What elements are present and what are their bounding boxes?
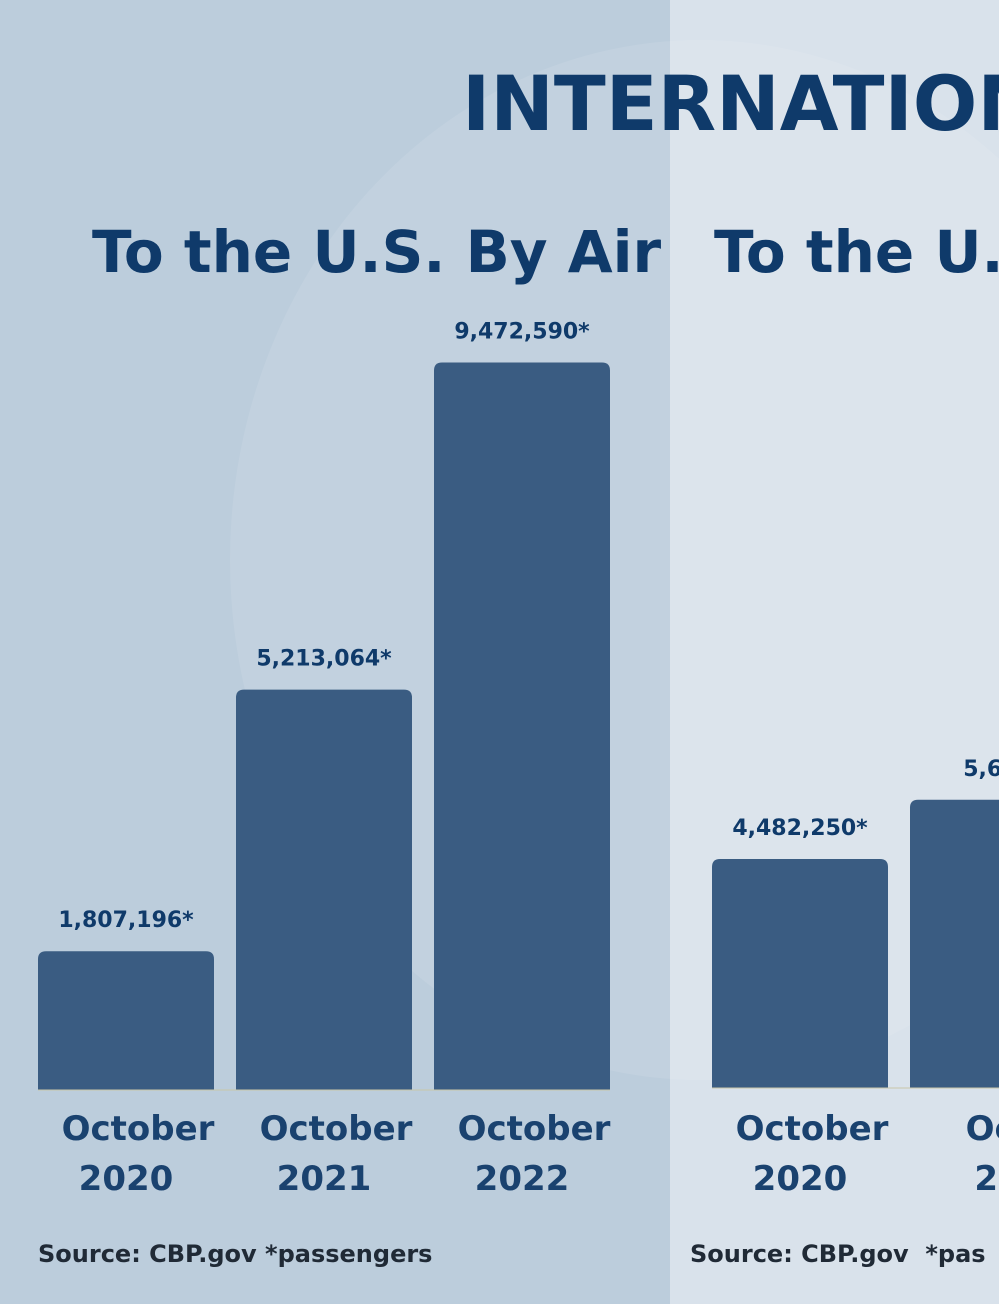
category-label: October 2022 xyxy=(458,1109,611,1199)
chart-title: To the U.S xyxy=(714,218,999,286)
value-label: 1,807,196* xyxy=(58,908,194,933)
value-label: 5,640 xyxy=(963,757,999,782)
category-label: Octo20 xyxy=(966,1109,999,1199)
main-title: INTERNATION xyxy=(462,59,999,148)
bar xyxy=(910,799,999,1088)
bar xyxy=(434,362,610,1090)
category-label: October 2020 xyxy=(62,1109,215,1199)
source-note: Source: CBP.gov *passengers xyxy=(38,1240,432,1268)
bar xyxy=(712,858,888,1088)
value-label: 5,213,064* xyxy=(256,647,392,672)
bar xyxy=(236,689,412,1090)
value-label: 4,482,250* xyxy=(732,816,868,841)
category-label: October 2021 xyxy=(260,1109,413,1199)
source-note: Source: CBP.gov *pas xyxy=(690,1240,986,1268)
category-label: October 2020 xyxy=(736,1109,889,1199)
background-seal xyxy=(230,40,999,1080)
value-label: 9,472,590* xyxy=(454,320,590,345)
chart-title: To the U.S. By Air xyxy=(92,218,662,286)
bar xyxy=(38,951,214,1090)
